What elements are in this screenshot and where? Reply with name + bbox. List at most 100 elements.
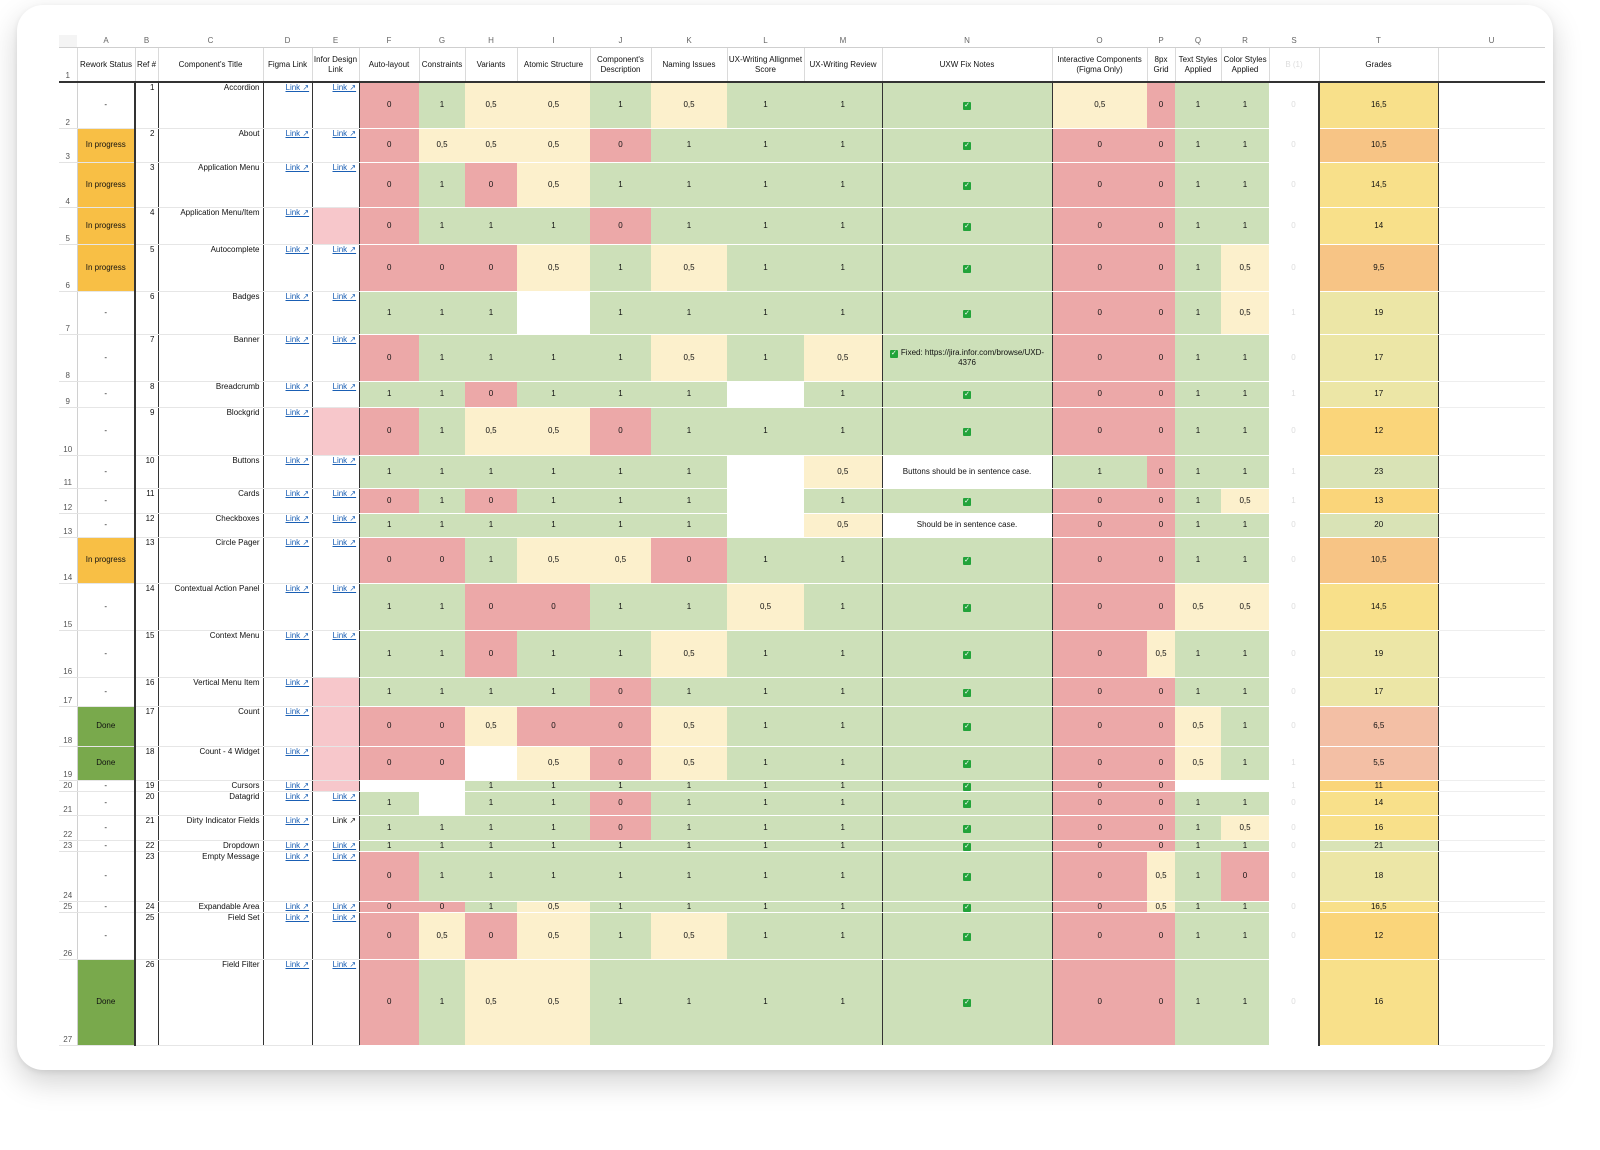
score-cell-k[interactable]: 0,5 — [651, 746, 727, 781]
score-cell-f[interactable]: 0 — [358, 912, 419, 960]
score-cell-l[interactable]: 1 — [727, 780, 804, 792]
infor-design-link[interactable]: Link ↗ — [332, 901, 357, 911]
score-cell-f[interactable]: 1 — [358, 583, 419, 631]
score-cell-l[interactable] — [727, 455, 804, 489]
figma-link-cell[interactable]: Link ↗ — [263, 162, 313, 208]
score-cell-k[interactable]: 1 — [651, 791, 727, 816]
score-cell-q[interactable]: 1 — [1175, 488, 1221, 514]
ref-cell[interactable]: 19 — [135, 780, 159, 792]
rework-status-cell[interactable]: In progress — [77, 207, 136, 245]
empty-cell[interactable] — [1438, 407, 1545, 456]
score-cell-g[interactable]: 1 — [419, 455, 465, 489]
score-cell-i[interactable]: 0,5 — [517, 128, 590, 163]
score-cell-m[interactable]: 1 — [804, 583, 882, 631]
grade-cell[interactable]: 14 — [1319, 791, 1439, 816]
figma-link[interactable]: Link ↗ — [285, 959, 310, 969]
uxw-fix-notes-cell[interactable]: ✓ — [881, 291, 1053, 335]
uxw-fix-notes-cell[interactable]: ✓ — [881, 677, 1053, 707]
score-cell-h[interactable]: 1 — [465, 851, 517, 902]
grade-cell[interactable]: 11 — [1319, 780, 1439, 792]
score-cell-m[interactable]: 1 — [804, 851, 882, 902]
score-cell-l[interactable]: 0,5 — [727, 583, 804, 631]
rework-status-cell[interactable]: - — [77, 513, 136, 538]
empty-cell[interactable] — [1438, 630, 1545, 678]
figma-link[interactable]: Link ↗ — [285, 407, 310, 417]
score-cell-k[interactable]: 1 — [651, 780, 727, 792]
score-cell-f[interactable]: 0 — [358, 82, 419, 129]
uxw-fix-notes-cell[interactable]: Buttons should be in sentence case. — [881, 455, 1053, 489]
score-cell-m[interactable]: 1 — [804, 244, 882, 292]
score-cell-q[interactable] — [1175, 780, 1221, 792]
header-grid[interactable]: 8px Grid — [1147, 47, 1176, 83]
score-cell-l[interactable]: 1 — [727, 334, 804, 382]
uxw-fix-notes-cell[interactable]: ✓ — [881, 780, 1053, 792]
score-cell-h[interactable]: 0 — [465, 381, 517, 408]
score-cell-g[interactable]: 1 — [419, 583, 465, 631]
empty-cell[interactable] — [1438, 291, 1545, 335]
ref-cell[interactable]: 12 — [135, 513, 159, 538]
header-naming[interactable]: Naming Issues — [651, 47, 728, 83]
hidden-score-cell[interactable]: 0 — [1269, 851, 1320, 902]
grade-cell[interactable]: 6,5 — [1319, 706, 1439, 747]
infor-link-cell[interactable]: Link ↗ — [312, 912, 360, 960]
figma-link[interactable]: Link ↗ — [285, 537, 310, 547]
figma-link-cell[interactable]: Link ↗ — [263, 840, 313, 852]
grade-cell[interactable]: 12 — [1319, 407, 1439, 456]
rework-status-cell[interactable]: - — [77, 82, 136, 129]
component-title-cell[interactable]: Circle Pager — [158, 537, 264, 584]
score-cell-i[interactable]: 1 — [517, 455, 590, 489]
row-number[interactable]: 21 — [59, 791, 78, 816]
score-cell-q[interactable]: 1 — [1175, 851, 1221, 902]
column-letter[interactable]: K — [651, 35, 727, 48]
score-cell-q[interactable]: 1 — [1175, 630, 1221, 678]
score-cell-j[interactable]: 1 — [590, 455, 651, 489]
column-letter[interactable]: F — [359, 35, 419, 48]
score-cell-k[interactable]: 1 — [651, 901, 727, 913]
score-cell-o[interactable]: 0,5 — [1052, 82, 1147, 129]
score-cell-p[interactable]: 0 — [1147, 815, 1175, 841]
ref-cell[interactable]: 20 — [135, 791, 159, 816]
score-cell-k[interactable]: 1 — [651, 455, 727, 489]
figma-link-cell[interactable]: Link ↗ — [263, 746, 313, 781]
hidden-score-cell[interactable]: 0 — [1269, 630, 1320, 678]
empty-cell[interactable] — [1438, 791, 1545, 816]
score-cell-r[interactable]: 1 — [1221, 746, 1269, 781]
score-cell-g[interactable]: 0 — [419, 901, 465, 913]
score-cell-r[interactable]: 1 — [1221, 630, 1269, 678]
score-cell-k[interactable]: 1 — [651, 381, 727, 408]
score-cell-r[interactable]: 1 — [1221, 791, 1269, 816]
score-cell-p[interactable]: 0 — [1147, 162, 1175, 208]
infor-design-link[interactable]: Link ↗ — [332, 83, 357, 92]
score-cell-r[interactable]: 1 — [1221, 959, 1269, 1046]
score-cell-j[interactable]: 0 — [590, 746, 651, 781]
score-cell-l[interactable]: 1 — [727, 912, 804, 960]
score-cell-i[interactable]: 1 — [517, 488, 590, 514]
score-cell-r[interactable]: 1 — [1221, 513, 1269, 538]
row-number[interactable]: 19 — [59, 746, 78, 781]
grade-cell[interactable]: 14 — [1319, 207, 1439, 245]
score-cell-r[interactable]: 1 — [1221, 912, 1269, 960]
score-cell-o[interactable]: 0 — [1052, 537, 1147, 584]
score-cell-h[interactable]: 1 — [465, 840, 517, 852]
figma-link-cell[interactable]: Link ↗ — [263, 334, 313, 382]
column-letter[interactable]: A — [77, 35, 135, 48]
score-cell-o[interactable]: 0 — [1052, 706, 1147, 747]
score-cell-q[interactable]: 1 — [1175, 244, 1221, 292]
score-cell-q[interactable]: 0,5 — [1175, 706, 1221, 747]
row-number[interactable]: 2 — [59, 82, 78, 129]
score-cell-j[interactable]: 1 — [590, 912, 651, 960]
score-cell-g[interactable]: 1 — [419, 162, 465, 208]
score-cell-f[interactable]: 0 — [358, 162, 419, 208]
column-letter[interactable]: I — [517, 35, 590, 48]
score-cell-q[interactable]: 1 — [1175, 537, 1221, 584]
figma-link[interactable]: Link ↗ — [285, 912, 310, 922]
score-cell-f[interactable]: 1 — [358, 840, 419, 852]
uxw-fix-notes-cell[interactable]: ✓ — [881, 912, 1053, 960]
score-cell-q[interactable]: 1 — [1175, 455, 1221, 489]
score-cell-r[interactable]: 1 — [1221, 207, 1269, 245]
header-uxw-score[interactable]: UX-Writing Allignmet Score — [727, 47, 805, 83]
infor-design-link[interactable]: Link ↗ — [332, 162, 357, 172]
infor-link-cell[interactable]: Link ↗ — [312, 381, 360, 408]
score-cell-j[interactable]: 1 — [590, 488, 651, 514]
score-cell-o[interactable]: 0 — [1052, 677, 1147, 707]
